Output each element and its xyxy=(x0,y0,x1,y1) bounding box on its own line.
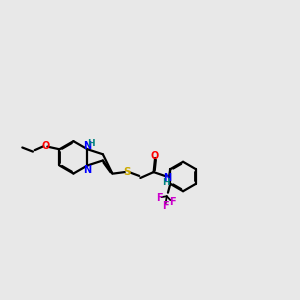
Text: H: H xyxy=(88,139,95,148)
Text: F: F xyxy=(162,201,169,211)
Text: H: H xyxy=(163,178,170,187)
Text: F: F xyxy=(169,197,175,207)
Text: F: F xyxy=(156,193,163,203)
Text: O: O xyxy=(41,141,50,151)
Text: N: N xyxy=(163,173,171,183)
Text: N: N xyxy=(83,165,92,175)
Text: S: S xyxy=(123,167,131,177)
Text: N: N xyxy=(83,141,92,151)
Text: O: O xyxy=(151,151,159,160)
